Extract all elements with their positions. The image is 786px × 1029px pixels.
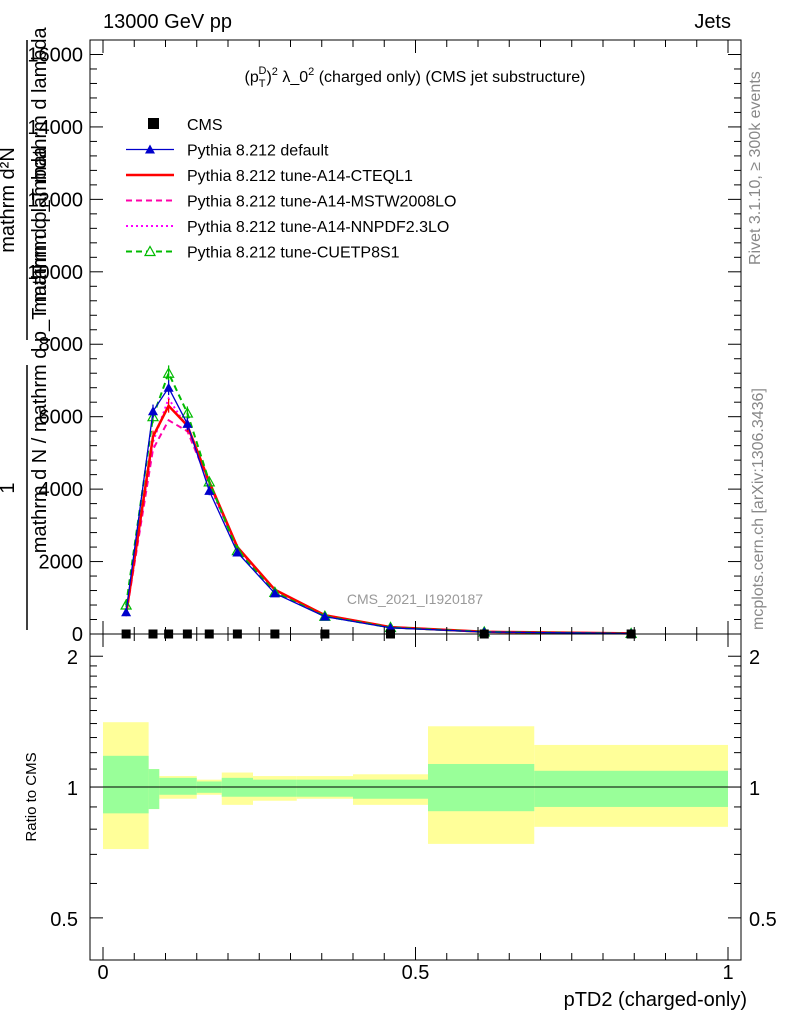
ratio-inner-band xyxy=(148,769,160,810)
legend-marker xyxy=(145,144,155,154)
watermark: CMS_2021_I1920187 xyxy=(347,591,483,607)
series-point xyxy=(269,588,280,598)
ratio-y-tick-label: 1 xyxy=(67,778,78,800)
legend-label: Pythia 8.212 tune-A14-NNPDF2.3LO xyxy=(187,219,449,236)
legend-marker xyxy=(143,245,157,257)
y-label-numerator: mathrm d²N xyxy=(0,147,19,253)
y-label-one: 1 xyxy=(0,482,19,493)
x-tick-label: 0 xyxy=(97,962,108,984)
main-y-tick-label: 0 xyxy=(72,624,83,646)
main-y-tick-label: 16000 xyxy=(27,44,83,66)
main-y-tick-label: 14000 xyxy=(27,117,83,139)
ratio-inner-band xyxy=(353,779,428,799)
ratio-inner-band xyxy=(428,763,535,812)
legend-label: Pythia 8.212 tune-CUETP8S1 xyxy=(187,245,400,262)
series-point xyxy=(146,410,160,422)
ratio-panel: 0.5 0.5 1 1 2 2 0 0.5 1 Ratio to CMS pTD2 (charg… xyxy=(23,633,777,1011)
series-line-3 xyxy=(125,418,632,635)
main-y-tick-label: 10000 xyxy=(27,262,83,284)
series-point xyxy=(121,607,132,617)
main-y-tick-label: 4000 xyxy=(39,479,84,501)
legend-label: Pythia 8.212 tune-A14-CTEQL1 xyxy=(187,168,413,185)
y-label-numerator-denominator: mathrm d p_T mathrm d lambda xyxy=(29,26,51,312)
ratio-inner-band xyxy=(296,779,353,797)
series-point xyxy=(204,485,215,495)
main-y-tick-label: 8000 xyxy=(39,334,84,356)
x-axis-label: pTD2 (charged-only) xyxy=(564,989,747,1011)
ratio-inner-band xyxy=(253,779,297,797)
series-point xyxy=(232,547,243,557)
main-y-tick-label: 12000 xyxy=(27,189,83,211)
series-point xyxy=(148,406,158,416)
series-point xyxy=(181,406,194,418)
legend-marker-cms xyxy=(148,118,159,129)
ratio-y-tick-label-right: 0.5 xyxy=(749,909,777,931)
ratio-y-tick-label: 2 xyxy=(67,647,78,669)
main-title: (pTD)2 λ_02 (charged only) (CMS jet subs… xyxy=(245,65,586,90)
x-tick-label: 1 xyxy=(722,962,733,984)
legend-label: CMS xyxy=(187,117,223,134)
legend-label: Pythia 8.212 default xyxy=(187,143,329,160)
ratio-inner-band xyxy=(534,770,728,807)
main-y-axis-label: 1 mathrm d N / mathrm d p_T mathrm d lamb… xyxy=(0,26,51,630)
ratio-inner-band xyxy=(103,755,149,814)
main-panel: 0 2000 4000 6000 8000 10000 12000 14000 16000 (p… xyxy=(0,26,742,646)
series-point xyxy=(182,418,193,428)
energy-label: 13000 GeV pp xyxy=(103,11,232,33)
legend-label: Pythia 8.212 tune-A14-MSTW2008LO xyxy=(187,194,456,211)
mcplots-label: mcplots.cern.ch [arXiv:1306.3436] xyxy=(750,388,767,630)
legend: CMS Pythia 8.212 default Pythia 8.212 tune… xyxy=(126,117,456,262)
ratio-y-axis-label: Ratio to CMS xyxy=(23,752,40,841)
y-label-denominator: mathrm d N / mathrm d p_T mathrm d lambd… xyxy=(29,146,51,553)
main-y-tick-label: 6000 xyxy=(39,407,84,429)
main-y-tick-label: 2000 xyxy=(39,552,84,574)
series-point xyxy=(163,382,174,392)
process-label: Jets xyxy=(694,11,731,33)
ratio-y-tick-label: 0.5 xyxy=(50,909,78,931)
ratio-y-tick-label-right: 1 xyxy=(749,778,760,800)
series-point xyxy=(162,366,175,378)
series-line-5 xyxy=(125,370,632,635)
series-point xyxy=(319,611,330,621)
x-tick-label: 0.5 xyxy=(402,962,430,984)
ratio-y-tick-label-right: 2 xyxy=(749,647,760,669)
ratio-inner-band xyxy=(159,777,197,795)
rivet-label: Rivet 3.1.10, ≥ 300k events xyxy=(747,71,764,265)
